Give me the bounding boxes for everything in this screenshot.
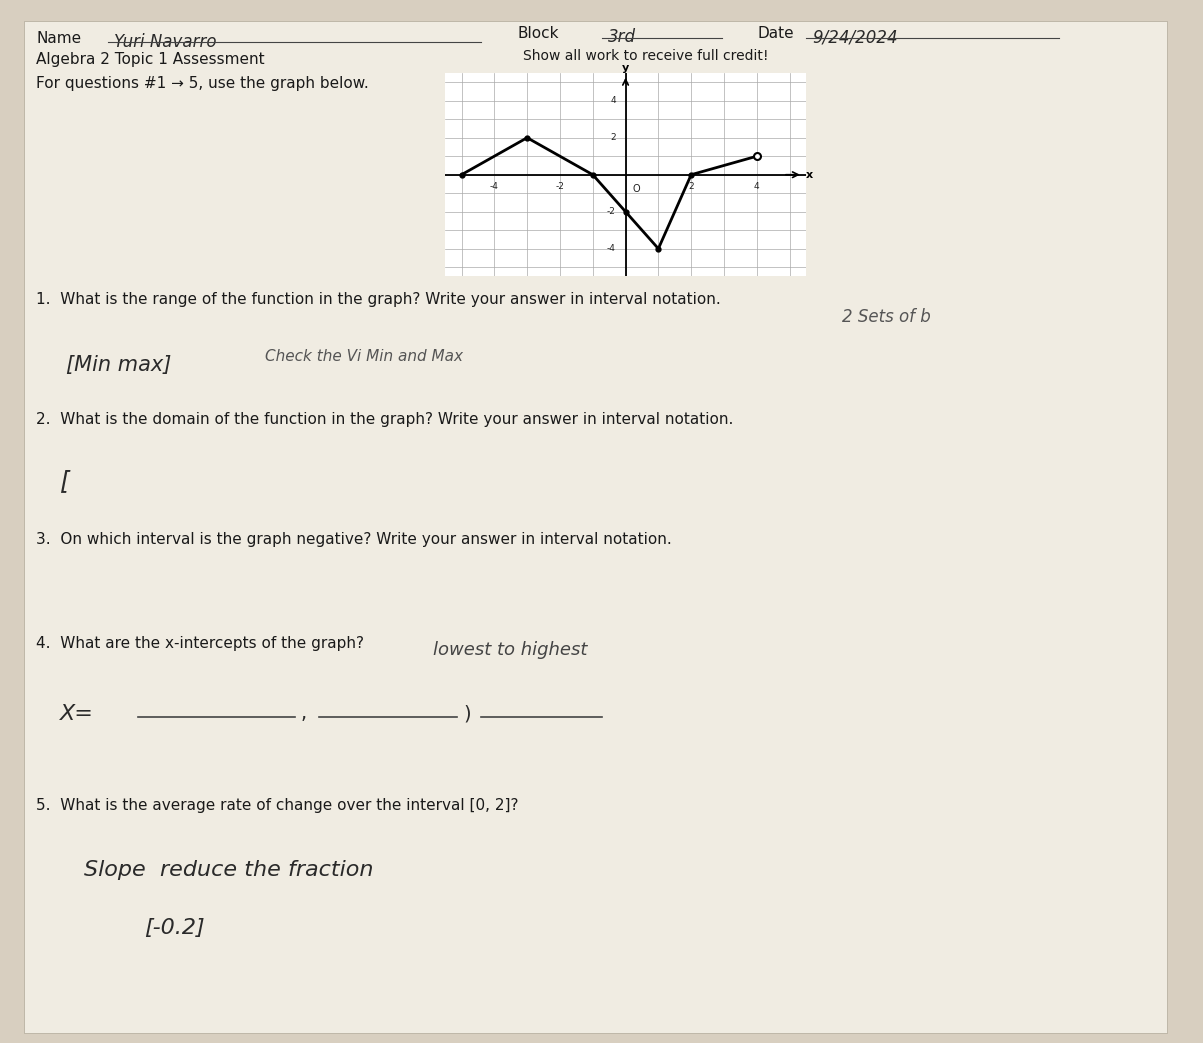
Text: -4: -4	[606, 244, 616, 253]
Text: [-0.2]: [-0.2]	[144, 918, 205, 938]
Text: -2: -2	[556, 183, 564, 191]
Text: [Min max]: [Min max]	[66, 355, 172, 374]
Text: 3rd: 3rd	[608, 28, 635, 46]
Text: [: [	[60, 469, 70, 493]
Text: Slope  reduce the fraction: Slope reduce the fraction	[84, 860, 374, 880]
Text: Yuri Navarro: Yuri Navarro	[114, 33, 217, 51]
Text: 4: 4	[610, 96, 616, 105]
Text: ): )	[463, 704, 470, 723]
Text: 2: 2	[610, 134, 616, 142]
Text: Date: Date	[758, 26, 794, 41]
Text: For questions #1 → 5, use the graph below.: For questions #1 → 5, use the graph belo…	[36, 76, 369, 91]
FancyBboxPatch shape	[24, 21, 1167, 1033]
Text: O: O	[632, 184, 640, 194]
Text: Show all work to receive full credit!: Show all work to receive full credit!	[523, 49, 769, 63]
Text: 2 Sets of b: 2 Sets of b	[842, 308, 931, 325]
Text: Algebra 2 Topic 1 Assessment: Algebra 2 Topic 1 Assessment	[36, 52, 265, 67]
Text: ,: ,	[301, 704, 307, 723]
Text: Name: Name	[36, 31, 82, 46]
Text: 4.  What are the x-intercepts of the graph?: 4. What are the x-intercepts of the grap…	[36, 636, 365, 651]
Text: y: y	[622, 63, 629, 73]
Text: 3.  On which interval is the graph negative? Write your answer in interval notat: 3. On which interval is the graph negati…	[36, 532, 671, 547]
Text: Block: Block	[517, 26, 558, 41]
Text: 2: 2	[688, 183, 694, 191]
Text: X=: X=	[60, 704, 94, 724]
Text: 9/24/2024: 9/24/2024	[812, 28, 897, 46]
Text: Check the Vi Min and Max: Check the Vi Min and Max	[265, 349, 463, 364]
Text: 1.  What is the range of the function in the graph? Write your answer in interva: 1. What is the range of the function in …	[36, 292, 721, 307]
Text: -2: -2	[606, 208, 616, 216]
Text: x: x	[806, 170, 813, 179]
Text: lowest to highest: lowest to highest	[433, 641, 587, 659]
Text: 2.  What is the domain of the function in the graph? Write your answer in interv: 2. What is the domain of the function in…	[36, 412, 734, 427]
Text: -4: -4	[490, 183, 499, 191]
Text: 4: 4	[754, 183, 759, 191]
Text: 5.  What is the average rate of change over the interval [0, 2]?: 5. What is the average rate of change ov…	[36, 798, 518, 812]
